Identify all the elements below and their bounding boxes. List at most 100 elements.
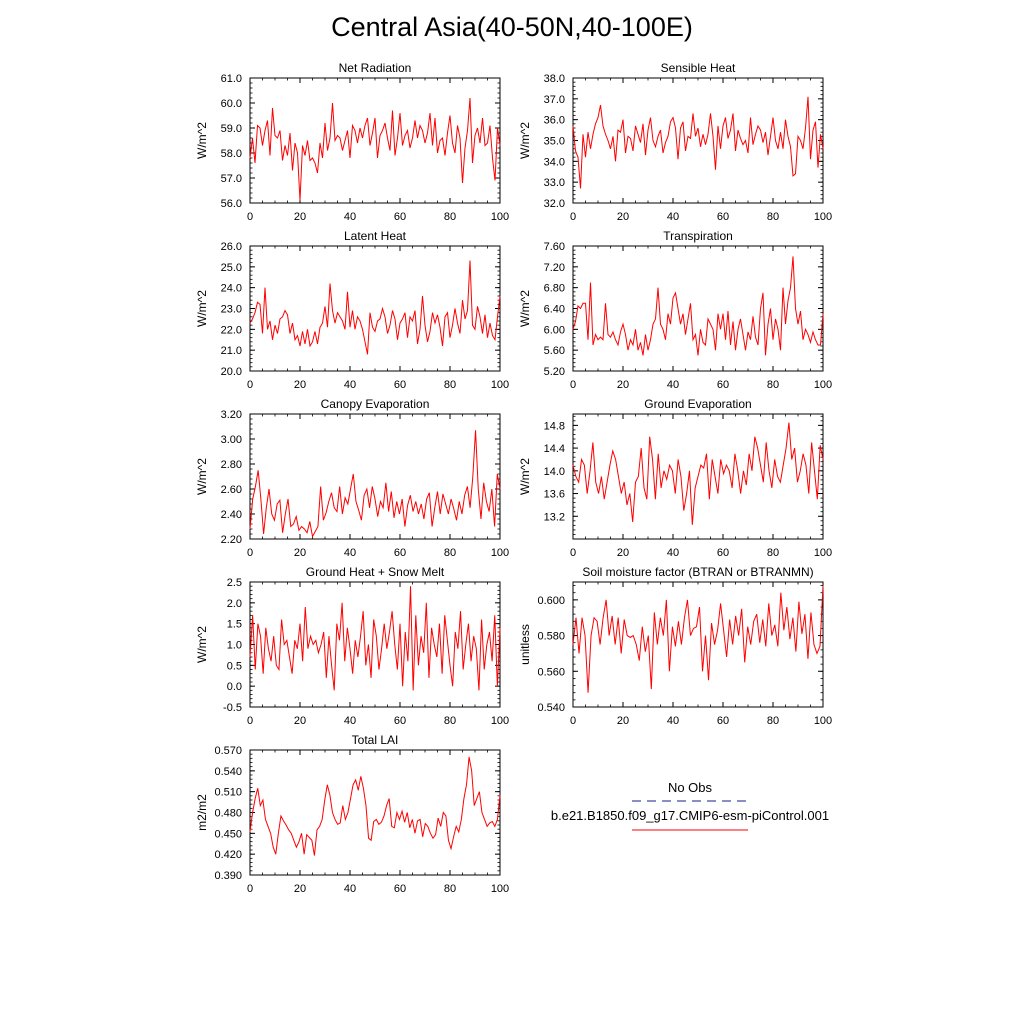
sensible-heat-xtick-label: 80 [767,211,779,223]
latent-heat-plot-frame [249,245,501,372]
latent-heat-xtick-label: 60 [394,379,406,391]
soil-moisture-factor-ytick-label: 0.600 [537,595,565,607]
ground-heat-snow-melt-title: Ground Heat + Snow Melt [306,565,445,579]
page-title: Central Asia(40-50N,40-100E) [331,12,693,42]
canopy-evaporation-plot-frame [249,413,501,540]
total-lai-ytick-label: 0.510 [214,787,242,799]
latent-heat-xtick-label: 100 [491,379,509,391]
ground-heat-snow-melt-series-line [249,586,501,691]
total-lai-xtick-label: 0 [247,883,253,895]
ground-evaporation-xtick-label: 100 [814,547,832,559]
canopy-evaporation-xtick-label: 0 [247,547,253,559]
soil-moisture-factor-ylabel: unitless [518,624,532,665]
transpiration-xtick-label: 40 [667,379,679,391]
sensible-heat-ytick-label: 36.0 [544,115,565,127]
sensible-heat-xtick-label: 20 [617,211,629,223]
transpiration-ytick-label: 6.80 [544,283,565,295]
ground-heat-snow-melt-xtick-label: 60 [394,715,406,727]
latent-heat-ytick-label: 24.0 [221,283,242,295]
sensible-heat-xtick-label: 40 [667,211,679,223]
canopy-evaporation-ytick-label: 3.00 [221,434,242,446]
ground-evaporation-ytick-label: 14.0 [544,466,565,478]
latent-heat-ytick-label: 20.0 [221,366,242,378]
latent-heat-xtick-label: 20 [294,379,306,391]
canopy-evaporation-ytick-label: 2.60 [221,484,242,496]
ground-heat-snow-melt-xtick-label: 80 [444,715,456,727]
net-radiation-ytick-label: 57.0 [221,173,242,185]
soil-moisture-factor-ytick-label: 0.560 [537,666,565,678]
ground-evaporation-ytick-label: 13.2 [544,511,565,523]
total-lai-xtick-label: 100 [491,883,509,895]
net-radiation-ytick-label: 56.0 [221,198,242,210]
transpiration-ytick-label: 6.40 [544,304,565,316]
total-lai-ytick-label: 0.540 [214,766,242,778]
ground-evaporation-xtick-label: 20 [617,547,629,559]
soil-moisture-factor-xtick-label: 40 [667,715,679,727]
total-lai-xtick-label: 40 [344,883,356,895]
legend-label-model: b.e21.B1850.f09_g17.CMIP6-esm-piControl.… [551,808,829,823]
soil-moisture-factor-xtick-label: 0 [570,715,576,727]
latent-heat-ytick-label: 25.0 [221,262,242,274]
net-radiation-plot-frame [249,77,501,204]
net-radiation-ytick-label: 59.0 [221,123,242,135]
latent-heat-xtick-label: 0 [247,379,253,391]
sensible-heat-ytick-label: 33.0 [544,177,565,189]
net-radiation-series-line [249,97,501,201]
soil-moisture-factor-ytick-label: 0.580 [537,631,565,643]
ground-heat-snow-melt-ytick-label: 1.5 [227,619,242,631]
canopy-evaporation-ytick-label: 2.80 [221,459,242,471]
transpiration-xtick-label: 0 [570,379,576,391]
total-lai-ytick-label: 0.450 [214,828,242,840]
ground-evaporation-xtick-label: 60 [717,547,729,559]
ground-evaporation-xtick-label: 80 [767,547,779,559]
latent-heat-ytick-label: 22.0 [221,324,242,336]
sensible-heat-ytick-label: 32.0 [544,198,565,210]
total-lai-ytick-label: 0.390 [214,870,242,882]
sensible-heat-ytick-label: 35.0 [544,136,565,148]
transpiration-ytick-label: 7.60 [544,241,565,253]
sensible-heat-title: Sensible Heat [661,61,736,75]
canopy-evaporation-ytick-label: 2.40 [221,509,242,521]
total-lai-xtick-label: 80 [444,883,456,895]
total-lai-ytick-label: 0.480 [214,808,242,820]
latent-heat-title: Latent Heat [344,229,407,243]
ground-evaporation-ytick-label: 14.4 [544,443,565,455]
sensible-heat-xtick-label: 100 [814,211,832,223]
sensible-heat-ytick-label: 37.0 [544,94,565,106]
ground-heat-snow-melt-xtick-label: 100 [491,715,509,727]
ground-heat-snow-melt-ytick-label: 0.0 [227,681,242,693]
soil-moisture-factor-xtick-label: 20 [617,715,629,727]
ground-evaporation-xtick-label: 0 [570,547,576,559]
ground-heat-snow-melt-xtick-label: 0 [247,715,253,727]
total-lai-series-line [249,756,501,856]
net-radiation-xtick-label: 0 [247,211,253,223]
ground-evaporation-series-line [572,422,824,525]
soil-moisture-factor-title: Soil moisture factor (BTRAN or BTRANMN) [582,565,813,579]
transpiration-title: Transpiration [663,229,733,243]
soil-moisture-factor-ytick-label: 0.540 [537,702,565,714]
total-lai-xtick-label: 60 [394,883,406,895]
ground-evaporation-title: Ground Evaporation [644,397,751,411]
ground-heat-snow-melt-ytick-label: 1.0 [227,640,242,652]
net-radiation-ytick-label: 61.0 [221,73,242,85]
net-radiation-xtick-label: 40 [344,211,356,223]
total-lai-ytick-label: 0.420 [214,849,242,861]
latent-heat-ytick-label: 26.0 [221,241,242,253]
panels-group: Net Radiation W/m^2 0 20 40 60 80 100 56.0 57.0 58… [195,61,832,895]
latent-heat-ytick-label: 23.0 [221,304,242,316]
transpiration-ytick-label: 7.20 [544,262,565,274]
total-lai-ytick-label: 0.570 [214,745,242,757]
canopy-evaporation-series-line [249,430,501,538]
chart-net-radiation: Net Radiation W/m^2 0 20 40 60 80 100 56.0 57.0 58… [195,61,509,223]
ground-heat-snow-melt-xtick-label: 20 [294,715,306,727]
ground-evaporation-ytick-label: 13.6 [544,489,565,501]
soil-moisture-factor-xtick-label: 80 [767,715,779,727]
transpiration-xtick-label: 80 [767,379,779,391]
latent-heat-ylabel: W/m^2 [195,290,209,327]
net-radiation-xtick-label: 60 [394,211,406,223]
transpiration-ytick-label: 5.60 [544,345,565,357]
transpiration-series-line [572,256,824,356]
soil-moisture-factor-xtick-label: 100 [814,715,832,727]
total-lai-title: Total LAI [352,733,399,747]
